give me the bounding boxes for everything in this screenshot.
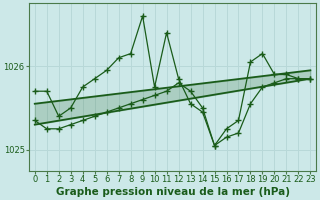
X-axis label: Graphe pression niveau de la mer (hPa): Graphe pression niveau de la mer (hPa): [56, 187, 290, 197]
